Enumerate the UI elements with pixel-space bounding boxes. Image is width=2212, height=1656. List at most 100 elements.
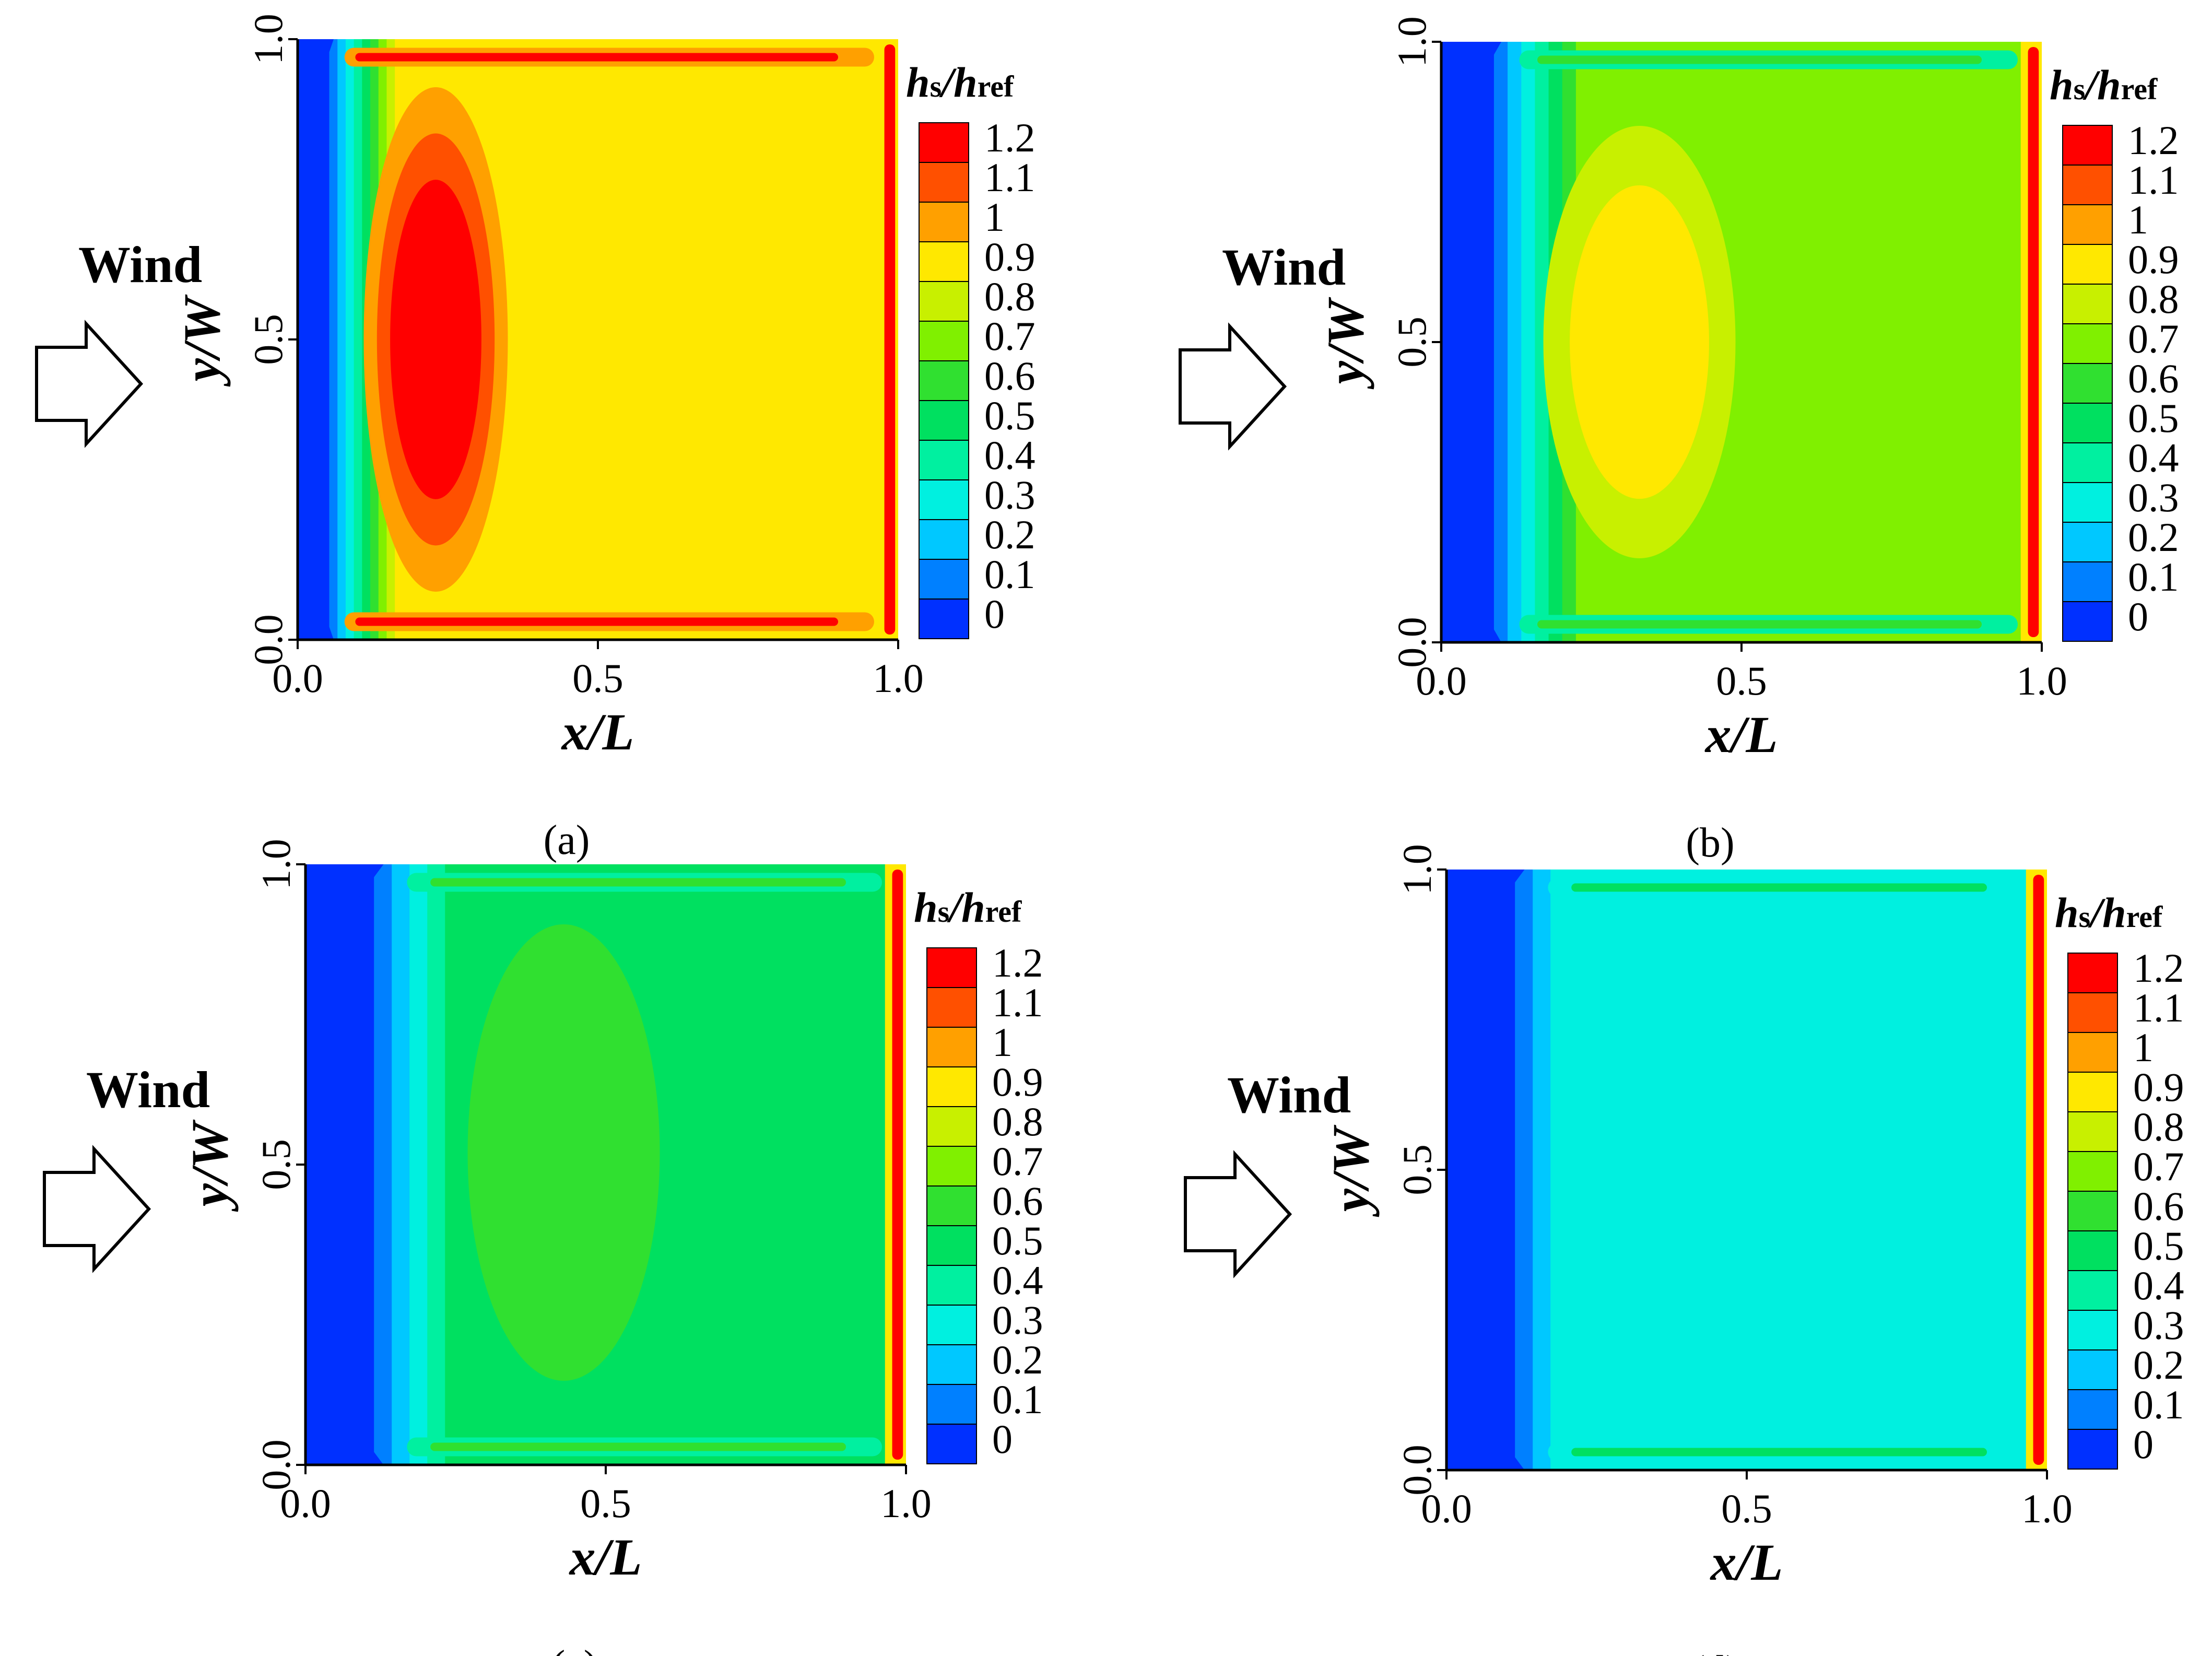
- colorbar-title-part: h: [2102, 889, 2126, 936]
- colorbar-swatch: [926, 1066, 977, 1107]
- x-axis-label: x/L: [1710, 1533, 1783, 1591]
- colorbar-label: 0.8: [2128, 276, 2179, 322]
- colorbar-label: 0.6: [2128, 356, 2179, 401]
- panel-caption: (a): [544, 817, 590, 863]
- colorbar-title-sub: s: [930, 69, 942, 103]
- colorbar-label: 1.2: [992, 940, 1043, 985]
- colorbar-swatch: [2062, 601, 2113, 642]
- colorbar-swatch: [919, 321, 969, 361]
- x-tick-label: 0.0: [1421, 1486, 1472, 1531]
- colorbar-swatch: [2062, 561, 2113, 602]
- colorbar-label: 0.2: [992, 1337, 1043, 1382]
- colorbar-label: 0.7: [992, 1138, 1043, 1184]
- x-tick-label: 0.5: [572, 655, 623, 701]
- colorbar-title-sub: s: [938, 895, 950, 929]
- colorbar-swatch: [919, 360, 969, 401]
- colorbar-label: 0.6: [2133, 1183, 2184, 1229]
- colorbar-title-sub: ref: [2121, 72, 2158, 106]
- colorbar-swatch: [2067, 1032, 2118, 1073]
- colorbar-swatch: [926, 1344, 977, 1385]
- colorbar-title: hs/href: [2050, 61, 2158, 109]
- colorbar-swatch: [926, 987, 977, 1028]
- colorbar-label: 0.7: [2133, 1144, 2184, 1189]
- colorbar-title-part: h: [914, 884, 938, 931]
- contour-core: [1570, 185, 1709, 499]
- colorbar-label: 1.2: [984, 115, 1036, 160]
- contour-side-strip-core: [355, 617, 838, 626]
- colorbar-swatch: [919, 400, 969, 441]
- panel-caption: (c): [551, 1642, 598, 1656]
- contour-side-strip-core: [1571, 883, 1987, 892]
- colorbar-label: 0.6: [984, 353, 1036, 398]
- colorbar-swatch: [926, 1265, 977, 1306]
- x-tick-label: 0.5: [1716, 658, 1767, 703]
- colorbar-swatch: [2067, 1072, 2118, 1112]
- contour-corner-bottom: [305, 1423, 384, 1465]
- colorbar-swatch: [2067, 1151, 2118, 1192]
- colorbar-label: 0.4: [2128, 435, 2179, 480]
- colorbar-label: 0: [2133, 1422, 2154, 1467]
- x-tick-label: 1.0: [880, 1481, 932, 1526]
- colorbar-label: 0.1: [984, 551, 1036, 597]
- colorbar-title-sub: s: [2074, 72, 2086, 106]
- colorbar-label: 0.3: [992, 1297, 1043, 1343]
- colorbar-swatch: [2062, 522, 2113, 562]
- contour-field: [1446, 870, 2047, 1470]
- contour-trailing-core: [892, 870, 903, 1460]
- colorbar-label: 1.1: [984, 155, 1036, 200]
- x-tick-label: 0.0: [272, 655, 323, 701]
- y-tick-label: 0.5: [253, 1139, 299, 1190]
- contour-corner-bottom: [298, 597, 334, 640]
- colorbar-label: 0.9: [2133, 1064, 2184, 1110]
- y-tick-label: 0.0: [1389, 617, 1434, 668]
- x-axis-label: x/L: [1704, 706, 1778, 764]
- colorbar-label: 0.7: [984, 313, 1036, 359]
- colorbar-title-sub: ref: [978, 69, 1014, 103]
- colorbar-label: 0.2: [2133, 1342, 2184, 1388]
- colorbar-swatch: [2062, 323, 2113, 364]
- colorbar-swatch: [2062, 442, 2113, 483]
- y-axis-label: y/W: [173, 294, 231, 387]
- contour-side-strip-core: [1537, 620, 1982, 629]
- contour-field: [305, 864, 906, 1465]
- colorbar-swatch: [919, 162, 969, 203]
- colorbar-label: 0.3: [2133, 1302, 2184, 1348]
- colorbar-swatch: [2067, 1310, 2118, 1350]
- contour-field: [298, 39, 898, 640]
- colorbar-label: 0.5: [2133, 1223, 2184, 1269]
- colorbar-label: 1.2: [2133, 945, 2184, 991]
- colorbar-swatch: [2062, 244, 2113, 285]
- x-tick-label: 0.5: [1721, 1486, 1772, 1531]
- wind-label: Wind: [1227, 1066, 1351, 1124]
- contour-corner-bottom: [1441, 600, 1501, 642]
- colorbar-swatch: [2062, 165, 2113, 205]
- colorbar-label: 0.8: [2133, 1104, 2184, 1149]
- colorbar-swatch: [2067, 1191, 2118, 1231]
- contour-band-leading: [305, 864, 374, 1465]
- colorbar-swatch: [2062, 125, 2113, 166]
- colorbar-label: 1: [984, 194, 1005, 240]
- contour-band-leading: [1441, 42, 1494, 642]
- contour-corner-top: [298, 39, 334, 81]
- contour-trailing-core: [2028, 47, 2039, 637]
- colorbar-swatch: [2067, 992, 2118, 1033]
- x-tick-label: 1.0: [2021, 1486, 2073, 1531]
- colorbar-swatch: [926, 1225, 977, 1266]
- colorbar-label: 1.1: [2128, 157, 2179, 203]
- colorbar-swatch: [2067, 1389, 2118, 1430]
- wind-arrow-icon: [1184, 1150, 1292, 1278]
- y-tick-label: 0.0: [1394, 1444, 1440, 1496]
- colorbar-swatch: [2062, 284, 2113, 324]
- y-tick-label: 1.0: [1394, 844, 1440, 895]
- wind-label: Wind: [1222, 238, 1346, 296]
- colorbar-label: 1.1: [992, 980, 1043, 1025]
- colorbar-swatch: [919, 479, 969, 520]
- colorbar-label: 0.4: [992, 1258, 1043, 1303]
- colorbar-swatch: [2067, 1429, 2118, 1470]
- colorbar-title-part: h: [954, 58, 978, 106]
- colorbar-label: 0.3: [984, 472, 1036, 518]
- colorbar-label: 0.8: [992, 1099, 1043, 1144]
- colorbar-label: 0.9: [992, 1059, 1043, 1105]
